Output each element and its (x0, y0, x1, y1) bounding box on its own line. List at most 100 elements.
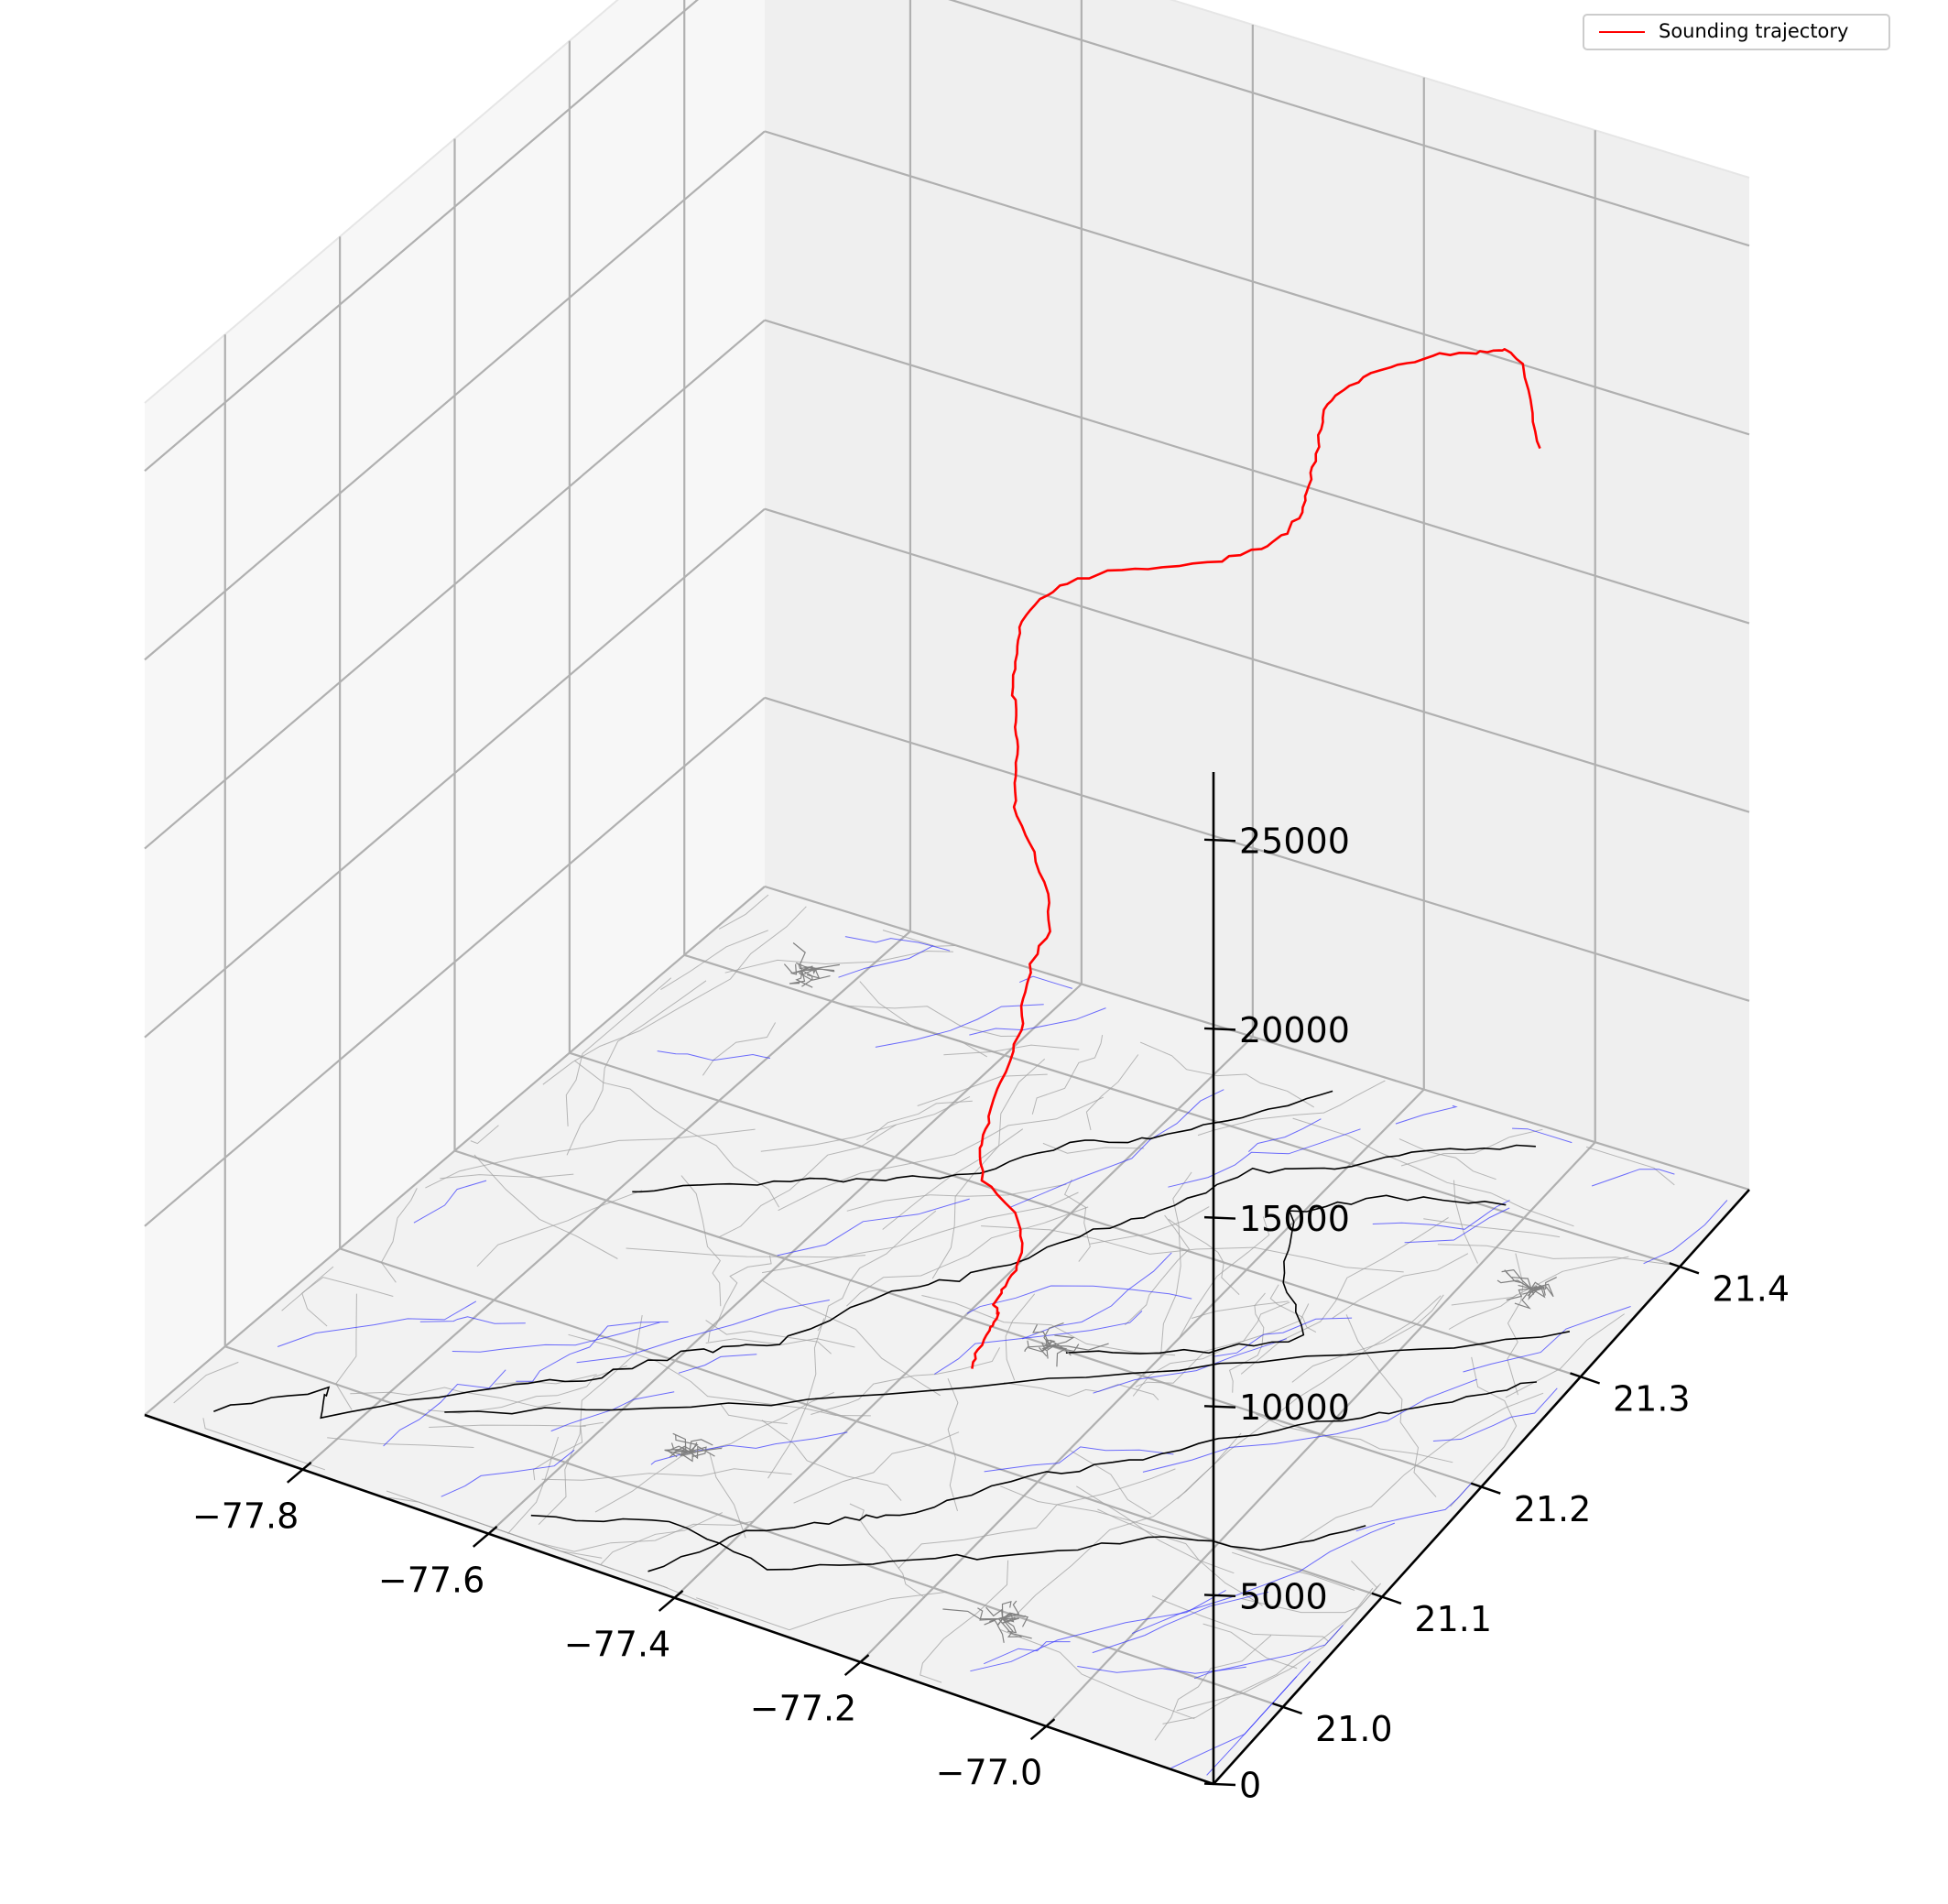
basemap-road (680, 1175, 722, 1307)
grid-line (144, 507, 766, 1039)
z-axis-tick-label: 10000 (1239, 1387, 1350, 1428)
basemap-river (777, 1198, 970, 1257)
x-axis-line (144, 1413, 1214, 1786)
basemap-road (1090, 1206, 1210, 1245)
grid-lines (144, 0, 1750, 1727)
basemap-boundary (648, 1381, 1537, 1572)
basemap-town (801, 969, 831, 981)
basemap-road (568, 1333, 871, 1417)
basemap-road (917, 1073, 1048, 1106)
basemap-river (934, 1311, 1143, 1375)
basemap-road (762, 1279, 941, 1397)
basemap-road (866, 1100, 973, 1141)
basemap-road (859, 981, 988, 1058)
basemap-road (724, 950, 953, 974)
grid-line (764, 319, 1750, 625)
basemap-road (761, 1420, 902, 1501)
basemap-town (985, 1606, 1004, 1619)
grid-line (144, 319, 766, 850)
basemap-town (1530, 1284, 1542, 1290)
basemap-river (277, 1300, 477, 1347)
basemap-town (977, 1607, 1003, 1621)
basemap-town (1050, 1339, 1072, 1356)
basemap-road (470, 1125, 499, 1145)
basemap-river (1591, 1169, 1675, 1187)
basemap-road (1176, 1583, 1381, 1712)
basemap-road (1168, 1218, 1240, 1295)
basemap-town (997, 1618, 1032, 1639)
basemap-road (1179, 1216, 1270, 1337)
floor-pane (145, 887, 1749, 1784)
basemap-river (650, 1431, 848, 1465)
basemap-road (1291, 1294, 1444, 1383)
basemap-river (1019, 975, 1072, 989)
basemap-road (1042, 1142, 1145, 1154)
basemap-road (508, 1520, 753, 1552)
z-axis-tick-label: 15000 (1239, 1199, 1350, 1239)
basemap-road (440, 1173, 574, 1180)
basemap-boundary (632, 1090, 1333, 1193)
basemap-town (1505, 1271, 1532, 1289)
basemap-town (667, 1445, 691, 1458)
basemap-road (660, 930, 768, 991)
basemap-river (838, 945, 934, 978)
basemap-river (1077, 1666, 1246, 1674)
basemap-road (793, 1431, 960, 1504)
grid-line (144, 130, 766, 661)
basemap-town (792, 942, 806, 971)
grid-line (683, 953, 1681, 1268)
basemap-road (705, 1320, 832, 1355)
series-layer (971, 347, 1541, 1369)
basemap-road (1448, 1293, 1518, 1330)
y-axis-tick (1570, 1372, 1601, 1385)
basemap-road (1453, 1180, 1478, 1264)
basemap-boundary (213, 1144, 1536, 1420)
basemap-road (1203, 1623, 1298, 1670)
basemap-road (760, 1095, 971, 1152)
basemap-road (707, 1255, 772, 1343)
y-axis-tick-label: 21.1 (1414, 1599, 1492, 1639)
basemap-town (680, 1447, 696, 1457)
basemap-road (1063, 1179, 1091, 1262)
basemap-road (1085, 1054, 1139, 1131)
basemap-road (1292, 1117, 1574, 1227)
basemap-road (456, 1514, 603, 1559)
basemap-town (798, 963, 811, 972)
z-axis-tick (1203, 838, 1236, 843)
grid-line (764, 696, 1750, 1002)
basemap-river (1008, 1089, 1224, 1209)
basemap-river (576, 1300, 830, 1364)
basemap-town (1002, 1618, 1022, 1637)
basemap-road (542, 906, 807, 1085)
basemap-road (380, 1188, 418, 1283)
basemap-town (1501, 1268, 1532, 1289)
basemap-road (173, 1361, 239, 1404)
basemap-town (1514, 1288, 1532, 1310)
basemap-town (1001, 1600, 1012, 1619)
axis-panes (144, 0, 1750, 1784)
basemap-road (532, 1421, 604, 1481)
basemap-road (1135, 1301, 1290, 1387)
basemap-river (419, 1316, 526, 1324)
basemap-road (1300, 1392, 1544, 1541)
basemap-river (1432, 1387, 1558, 1442)
basemap-river (1512, 1127, 1573, 1144)
basemap-town (1050, 1334, 1075, 1346)
basemap-road (762, 1191, 1079, 1274)
basemap-road (565, 977, 672, 1126)
basemap-river (875, 1004, 1044, 1048)
basemap-road (566, 980, 707, 1156)
basemap-river (984, 1446, 1174, 1473)
y-axis-tick (1272, 1702, 1303, 1715)
grid-line (569, 1051, 1582, 1378)
y-axis-tick-label: 21.3 (1613, 1379, 1691, 1420)
basemap-river (1168, 1128, 1361, 1188)
basemap-river (383, 1369, 506, 1447)
basemap-river (970, 1589, 1226, 1672)
basemap-river (452, 1322, 660, 1353)
x-axis-tick-label: −77.4 (564, 1624, 670, 1664)
basemap-road (898, 1468, 1176, 1569)
basemap-town (1024, 1344, 1050, 1352)
basemap-road (1177, 1295, 1442, 1500)
